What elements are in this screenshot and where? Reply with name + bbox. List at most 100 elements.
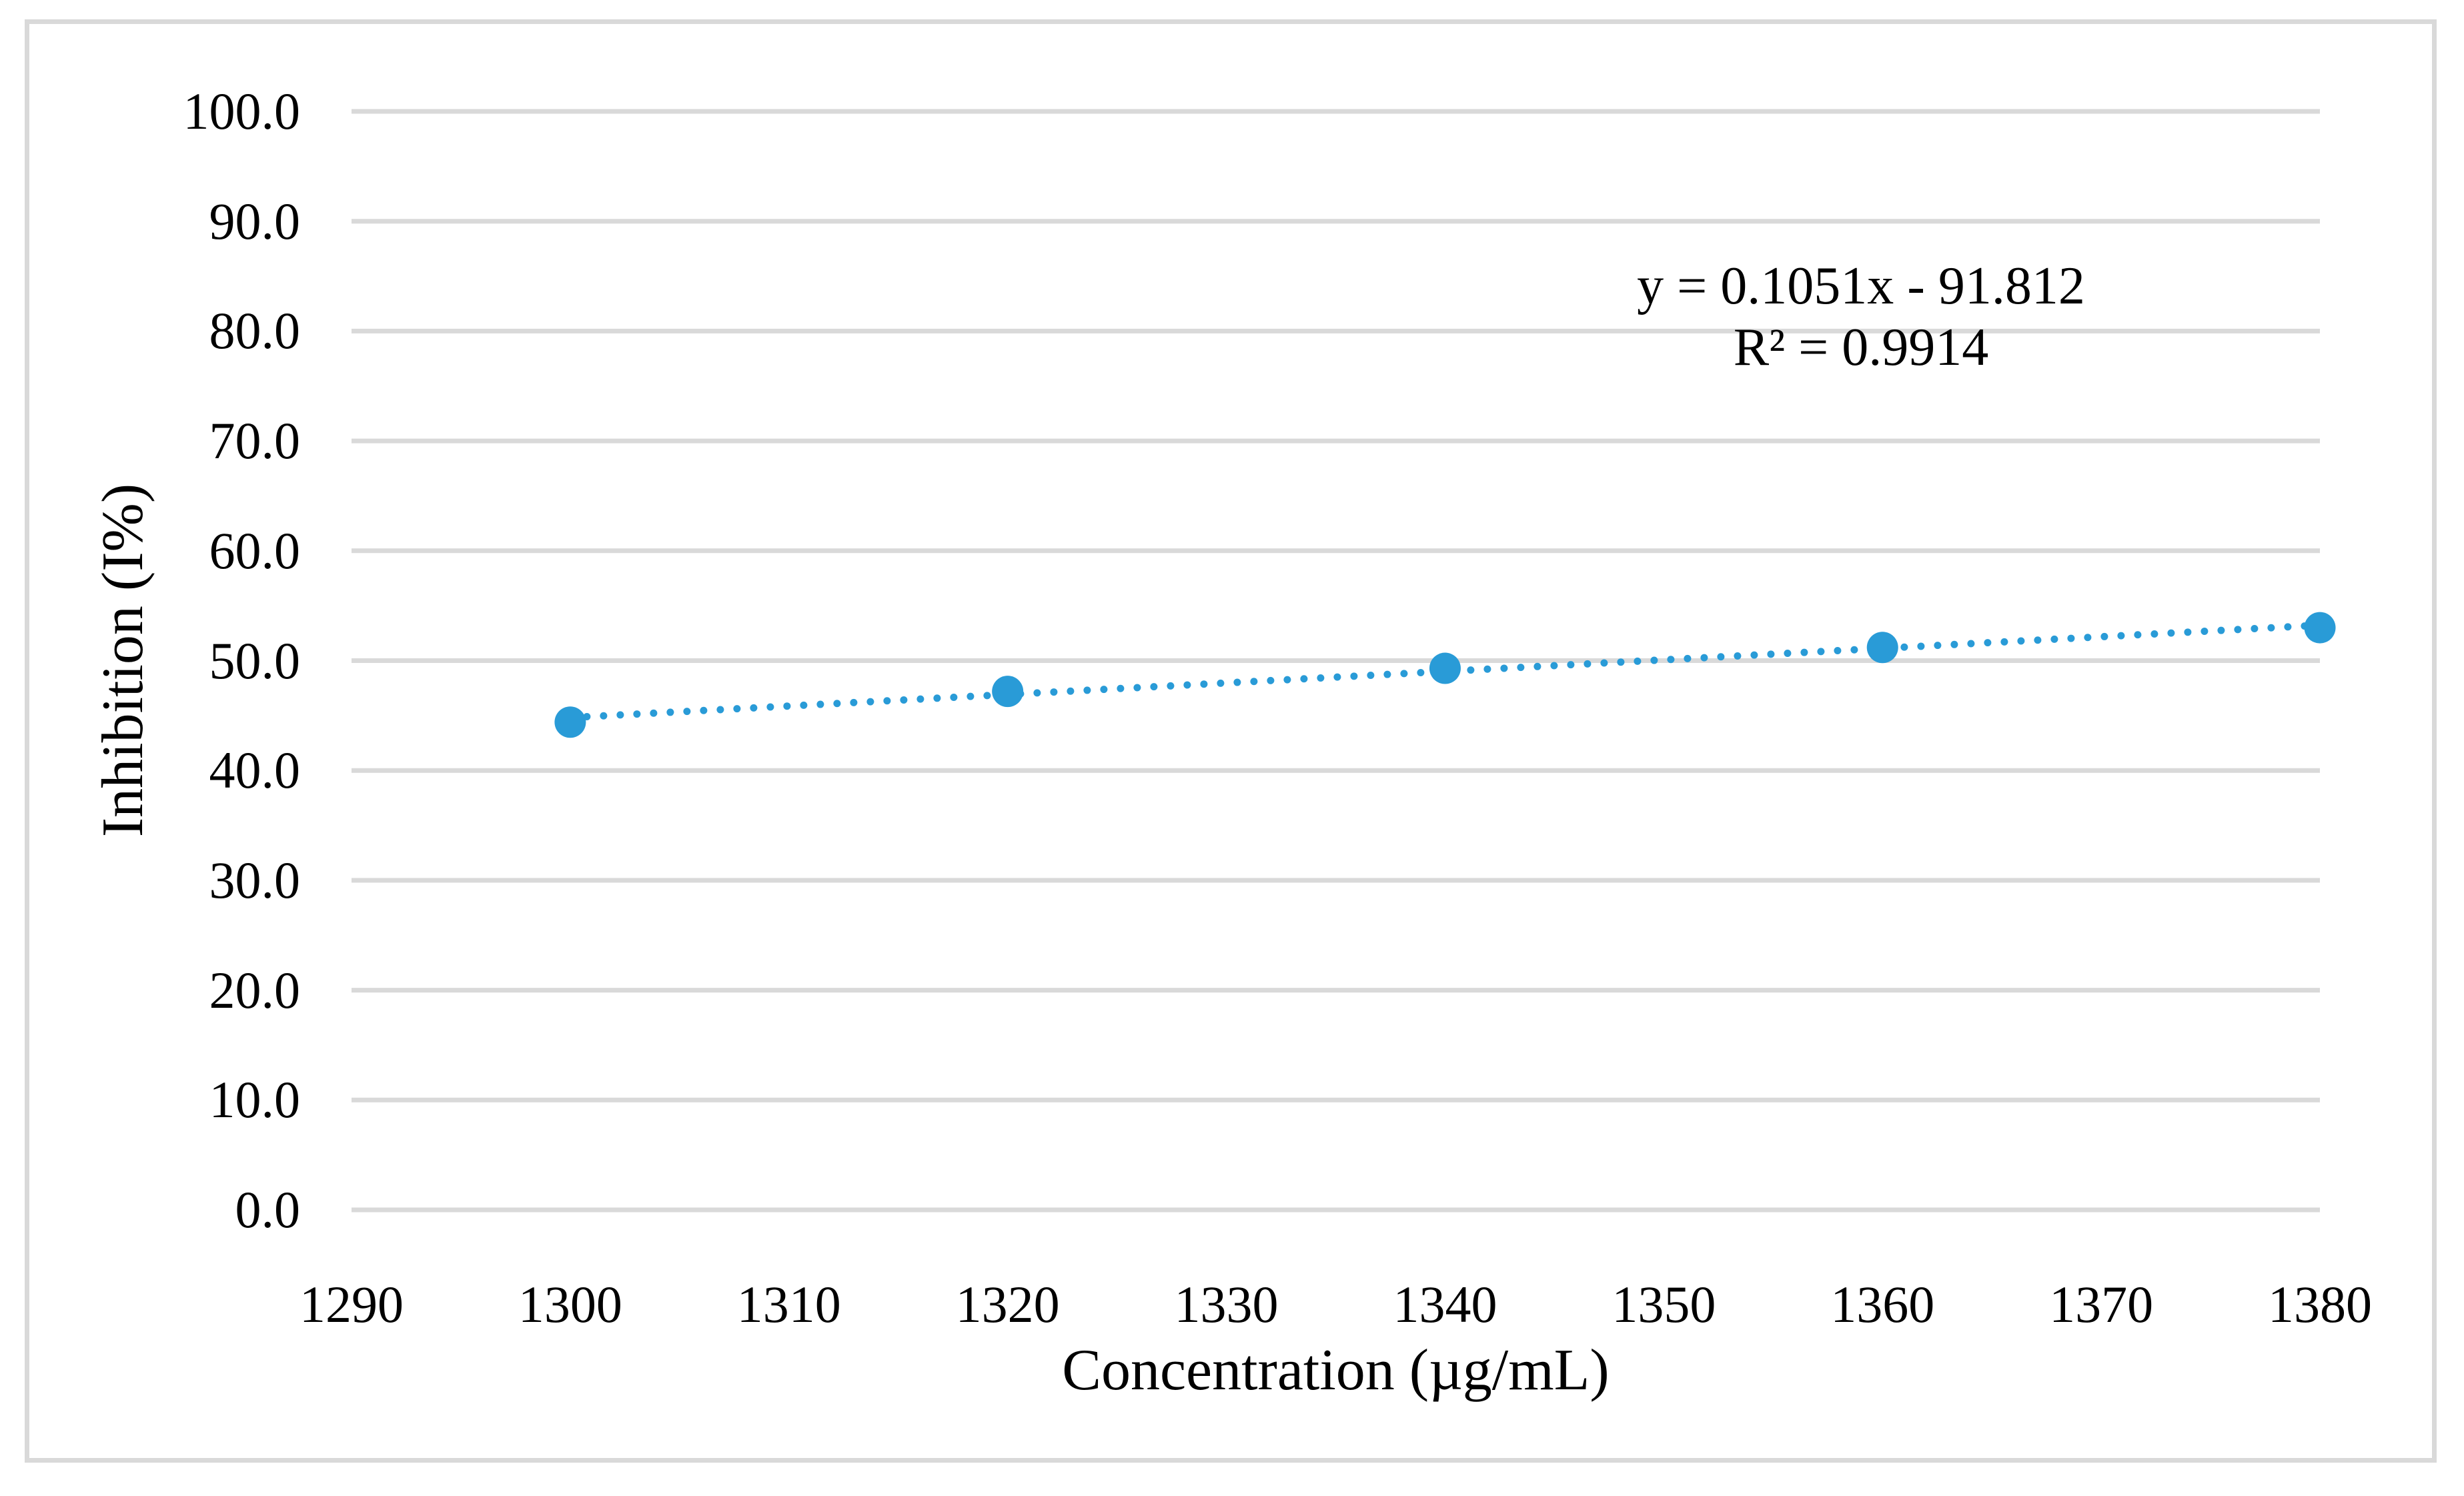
- trendline-dot: [683, 708, 691, 716]
- trendline-dot: [1684, 654, 1692, 662]
- trendline-dot: [1834, 647, 1842, 655]
- trendline-dot: [1300, 675, 1308, 683]
- trendline-dot: [1767, 650, 1775, 658]
- trendline-dot: [716, 706, 724, 714]
- trendline-dot: [1067, 687, 1075, 695]
- trendline-dot: [1117, 684, 1125, 692]
- trendline-dot: [1567, 661, 1575, 669]
- trendline-dot: [1650, 656, 1658, 664]
- trendline-dot: [600, 712, 608, 720]
- trendline-dot: [1517, 664, 1525, 672]
- trendline-dot: [1533, 662, 1542, 670]
- trendline-dot: [1183, 681, 1191, 689]
- trendline-dot: [1950, 640, 1958, 648]
- trendline-dot: [1400, 670, 1408, 678]
- trendline-dot: [1150, 683, 1158, 691]
- trendline-dot: [2100, 632, 2108, 640]
- trendline-dot: [2017, 637, 2025, 645]
- y-tick-label: 50.0: [209, 631, 301, 690]
- trendline-dot: [1467, 666, 1475, 674]
- y-tick-label: 30.0: [209, 850, 301, 909]
- trendline-dot: [1634, 657, 1642, 665]
- x-tick-label: 1320: [955, 1275, 1060, 1333]
- trendline-dot: [1083, 686, 1091, 694]
- y-tick-label: 20.0: [209, 960, 301, 1019]
- data-point-marker: [554, 706, 586, 738]
- trendline-dot: [2117, 632, 2125, 640]
- x-tick-label: 1310: [736, 1275, 841, 1333]
- trendline-dot: [2150, 630, 2159, 638]
- x-tick-label: 1290: [299, 1275, 404, 1333]
- trendline-dot: [1367, 671, 1375, 679]
- trendline-dot: [933, 694, 941, 702]
- trendline-dot: [833, 700, 841, 708]
- trendline-dot: [1217, 679, 1225, 687]
- trendline-dot: [700, 706, 708, 714]
- trendline-dot: [1717, 653, 1725, 661]
- data-point-marker: [992, 676, 1024, 708]
- trendline-dot: [1917, 642, 1925, 650]
- x-tick-label: 1350: [1612, 1275, 1716, 1333]
- trendline-dot: [2284, 623, 2292, 631]
- trendline-dot: [1333, 673, 1341, 681]
- trendline-dot: [1483, 665, 1491, 673]
- trendline-dot: [967, 692, 975, 700]
- x-tick-label: 1300: [518, 1275, 622, 1333]
- trendline-dot: [1317, 674, 1325, 682]
- trendline-dot: [1500, 664, 1508, 672]
- trendline-dot: [1934, 642, 1942, 650]
- y-tick-label: 90.0: [209, 191, 301, 250]
- gridlines: [352, 109, 2320, 1213]
- trendline-dot: [2067, 634, 2075, 642]
- trendline-dot: [816, 700, 824, 708]
- trendline-dot: [916, 695, 925, 703]
- data-point-marker: [1429, 652, 1461, 684]
- y-tick-label: 80.0: [209, 301, 301, 360]
- trendline-dot: [850, 698, 858, 706]
- trendline-dot: [616, 711, 624, 719]
- x-axis-title: Concentration (µg/mL): [1062, 1338, 1610, 1403]
- y-tick-label: 0.0: [235, 1181, 301, 1239]
- trendline-dot: [2217, 626, 2225, 634]
- x-tick-label: 1370: [2049, 1275, 2154, 1333]
- trendline-dot: [1800, 648, 1808, 656]
- trendline-dot: [1233, 678, 1241, 686]
- trendline-dot: [1350, 672, 1358, 680]
- trendline-dot: [1133, 684, 1141, 692]
- trendline-dot: [2251, 625, 2259, 633]
- trendline-dot: [2267, 624, 2275, 632]
- trendline-dot: [1383, 670, 1391, 678]
- r-squared-line: R² = 0.9914: [1733, 318, 1989, 377]
- trendline-dot: [1700, 654, 1708, 662]
- trendline-dot: [666, 708, 674, 716]
- trendline-dot: [1267, 676, 1275, 684]
- x-tick-label: 1360: [1830, 1275, 1935, 1333]
- trendline-dot: [1050, 688, 1058, 696]
- trendline-dot: [1167, 682, 1175, 690]
- trendline-dot: [2167, 629, 2175, 637]
- trendline-dot: [1550, 662, 1558, 670]
- trendline-dot: [1200, 680, 1208, 688]
- x-tick-label: 1330: [1174, 1275, 1279, 1333]
- trendline-dot: [650, 709, 658, 717]
- trendline-dot: [2134, 631, 2142, 639]
- y-tick-label: 10.0: [209, 1070, 301, 1129]
- trendline-dot: [2000, 638, 2008, 646]
- trendline-dot: [1900, 643, 1908, 651]
- trendline-dot: [1600, 659, 1608, 667]
- trendline-dot: [2050, 635, 2058, 643]
- trendline-dot: [1283, 676, 1291, 684]
- trendline-dot: [733, 705, 741, 713]
- y-tick-label: 40.0: [209, 741, 301, 800]
- trendline-dot: [1417, 669, 1425, 677]
- x-tick-label: 1380: [2268, 1275, 2372, 1333]
- trendline-dot: [1100, 686, 1108, 694]
- chart-border: [25, 19, 2437, 1463]
- y-tick-label: 100.0: [183, 82, 301, 140]
- trendline-dot: [883, 697, 891, 705]
- trendline-dot: [1617, 658, 1625, 666]
- trendline-dot: [900, 696, 908, 704]
- trendline-dot: [750, 704, 758, 712]
